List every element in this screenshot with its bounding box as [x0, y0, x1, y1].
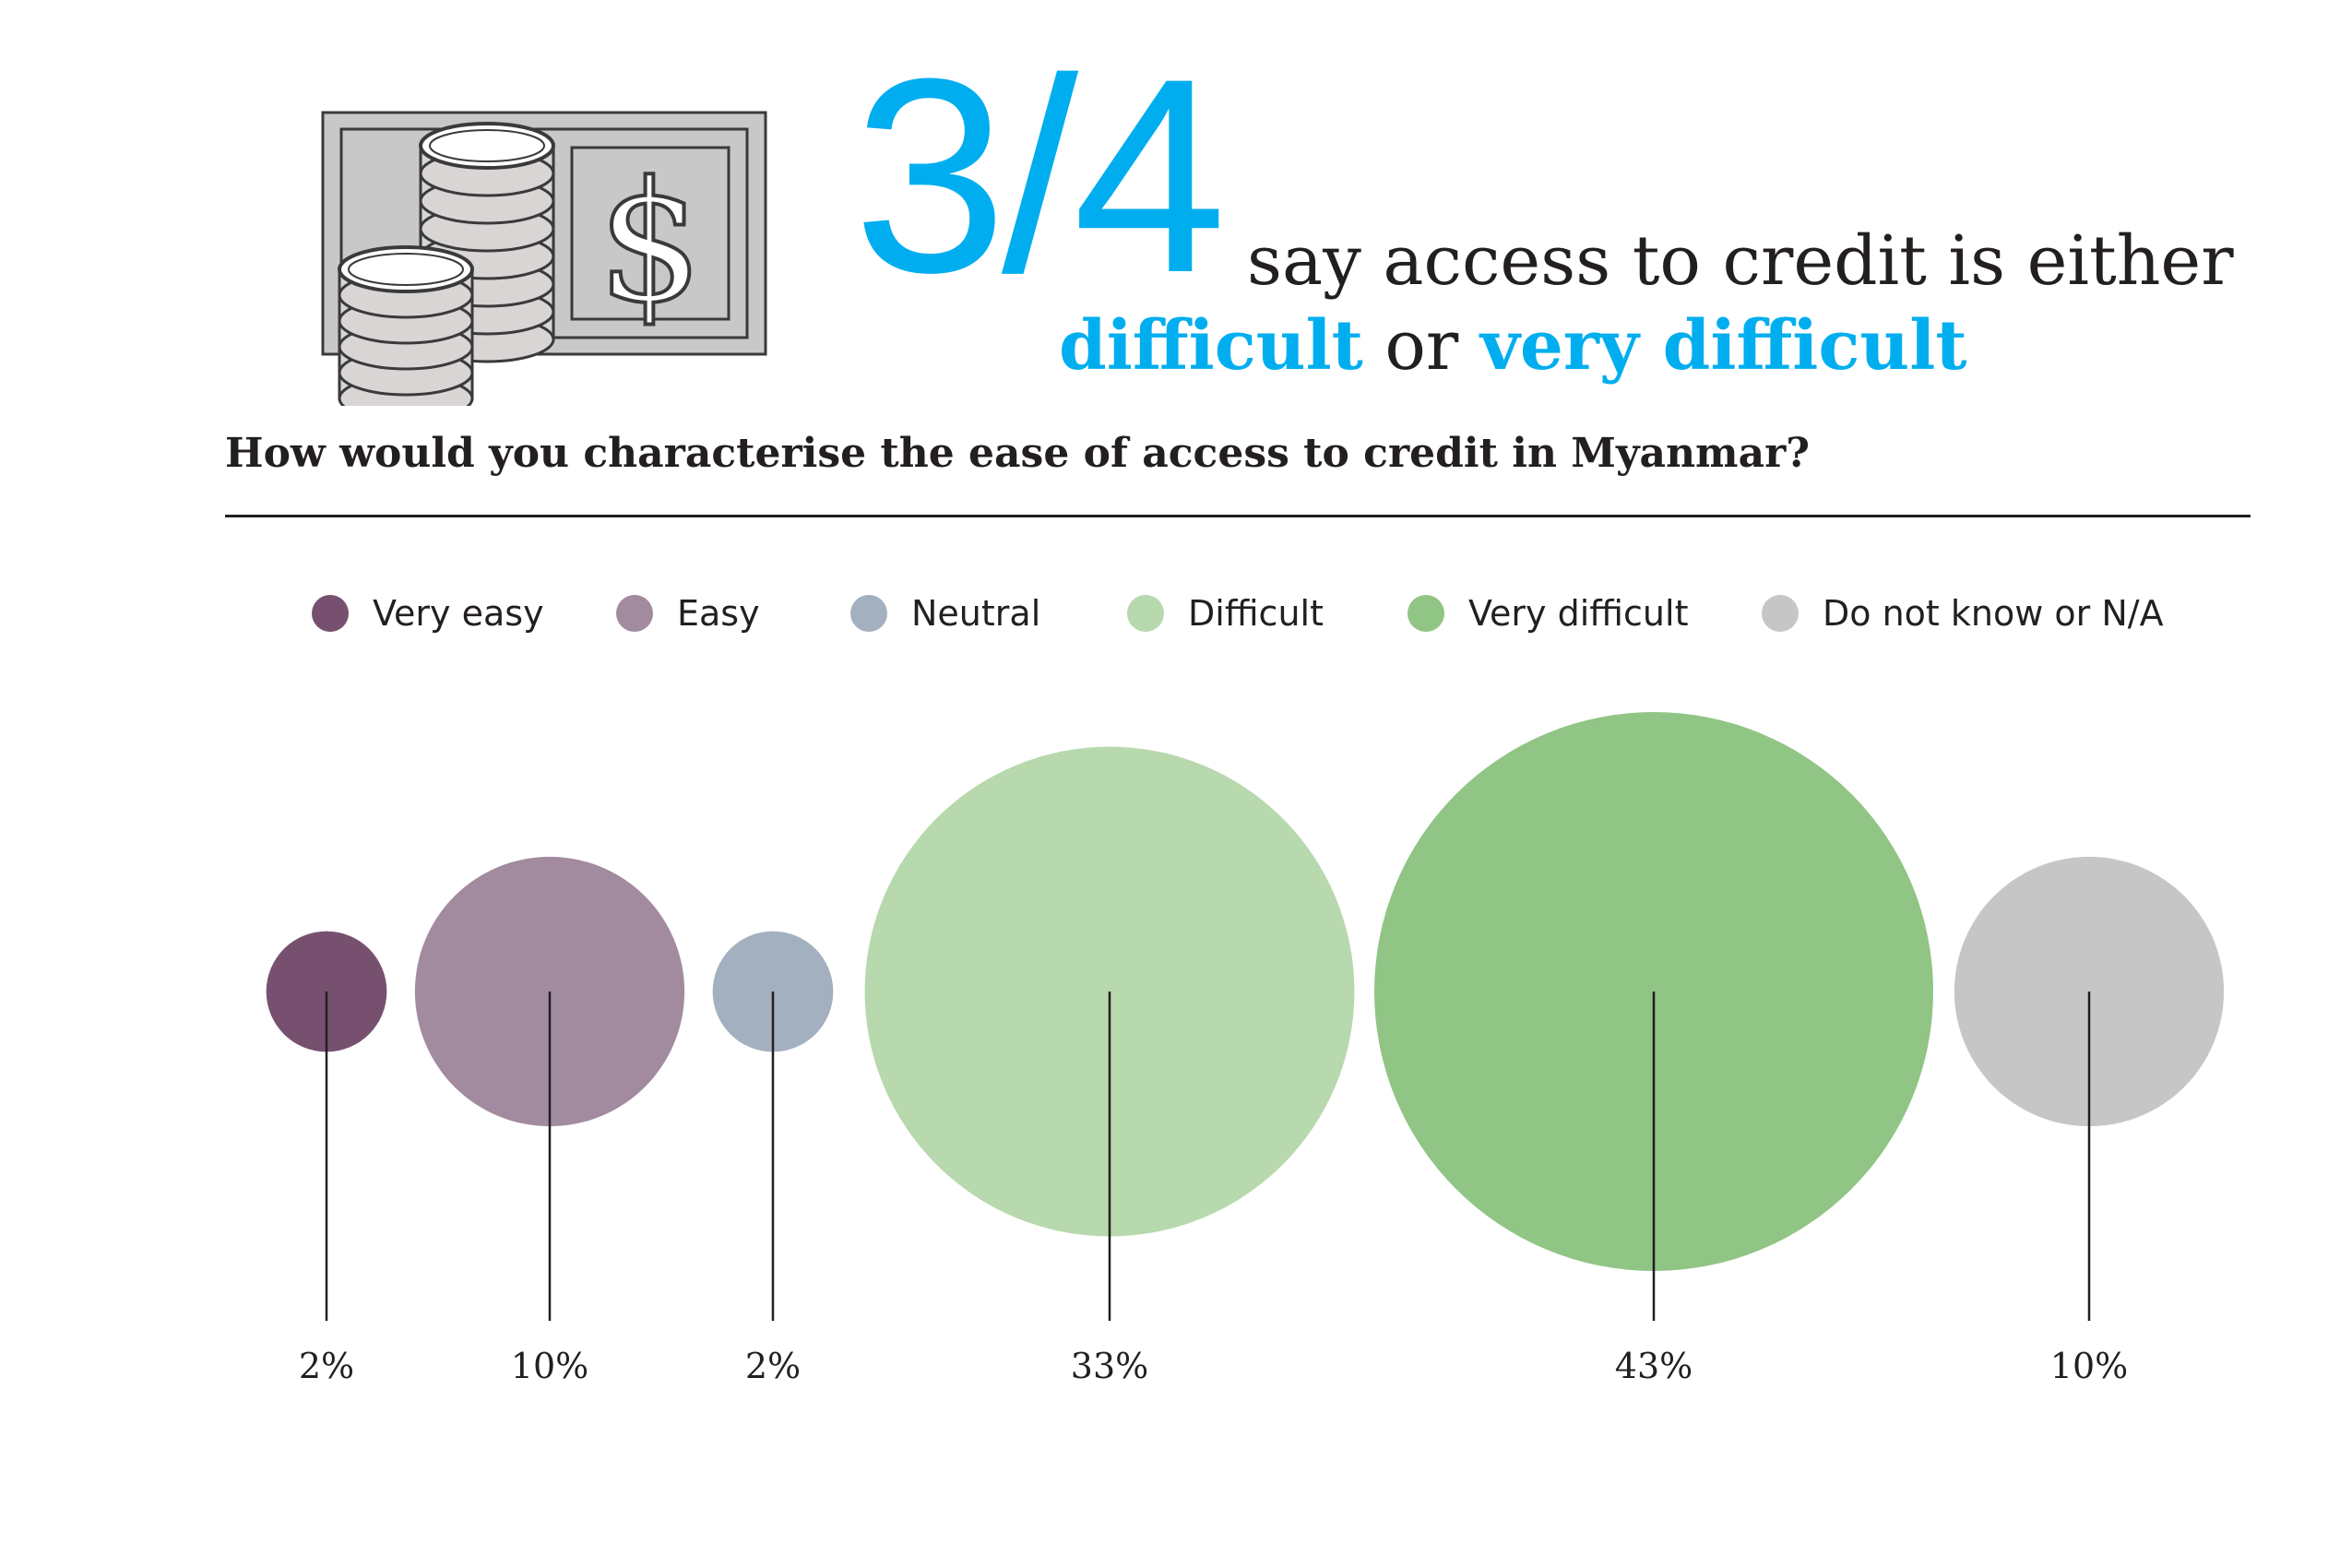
- legend-label: Difficult: [1188, 593, 1324, 634]
- legend-label: Neutral: [911, 593, 1041, 634]
- divider-rule: [225, 515, 2251, 517]
- legend-swatch: [1127, 595, 1164, 632]
- legend-item: Easy: [616, 590, 760, 636]
- money-coins-icon: $: [321, 111, 767, 406]
- chart-question: How would you characterise the ease of a…: [225, 430, 1811, 477]
- dollar-symbol: $: [598, 147, 704, 339]
- value-label: 33%: [1071, 1346, 1148, 1386]
- legend-item: Neutral: [850, 590, 1040, 636]
- value-label: 10%: [2050, 1346, 2128, 1386]
- legend-item: Do not know or N/A: [1762, 590, 2164, 636]
- legend-item: Very easy: [312, 590, 544, 636]
- legend-item: Difficult: [1127, 590, 1324, 636]
- headline-accent-very-difficult: very difficult: [1479, 306, 1967, 386]
- headline-or: or: [1362, 306, 1480, 386]
- legend-swatch: [312, 595, 349, 632]
- legend-item: Very difficult: [1407, 590, 1688, 636]
- headline-fraction: 3/4: [853, 20, 1227, 330]
- headline-accent-difficult: difficult: [1059, 306, 1363, 386]
- legend-label: Very difficult: [1468, 593, 1689, 634]
- legend-label: Easy: [677, 593, 760, 634]
- value-label: 43%: [1615, 1346, 1693, 1386]
- legend-label: Do not know or N/A: [1823, 593, 2164, 634]
- value-label: 10%: [511, 1346, 588, 1386]
- headline-line2: difficult or very difficult: [1059, 304, 1967, 387]
- legend-swatch: [850, 595, 887, 632]
- value-label: 2%: [299, 1346, 354, 1386]
- legend-label: Very easy: [373, 593, 544, 634]
- legend-swatch: [1407, 595, 1444, 632]
- legend-swatch: [616, 595, 653, 632]
- value-label: 2%: [745, 1346, 801, 1386]
- legend-swatch: [1762, 595, 1799, 632]
- headline-line1: say access to credit is either: [1247, 221, 2234, 301]
